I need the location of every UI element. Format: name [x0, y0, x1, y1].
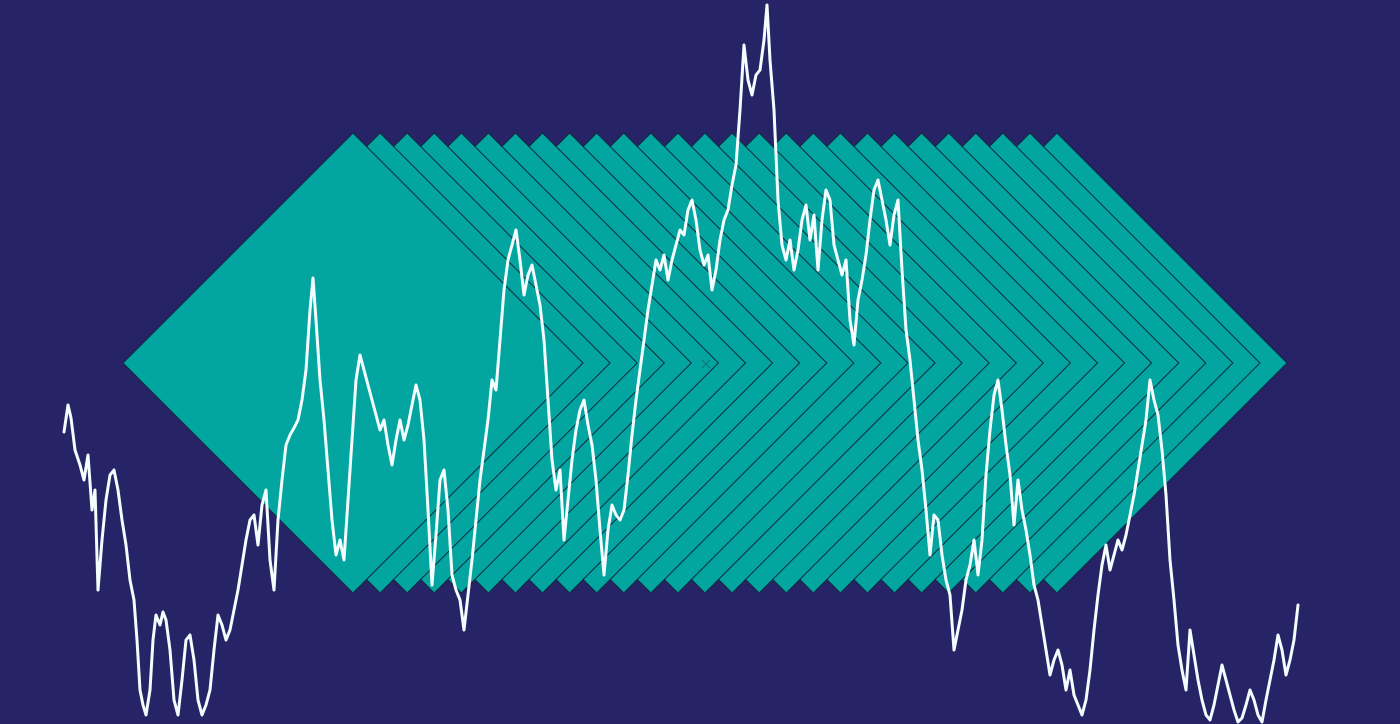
waveform-line — [62, 3, 1300, 724]
diamond-stack — [122, 132, 1288, 594]
diamond-shape — [122, 132, 584, 594]
center-mark-icon — [701, 359, 711, 369]
